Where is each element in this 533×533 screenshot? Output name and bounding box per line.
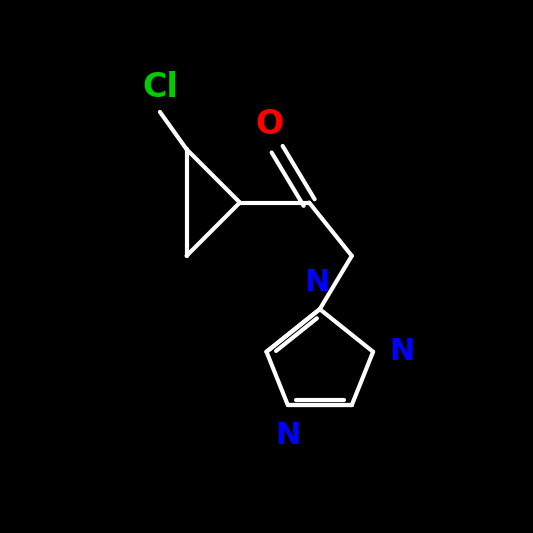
Text: O: O (255, 108, 284, 141)
Text: N: N (275, 421, 301, 450)
Text: N: N (389, 337, 415, 366)
Text: N: N (304, 269, 330, 297)
Text: Cl: Cl (142, 71, 178, 104)
